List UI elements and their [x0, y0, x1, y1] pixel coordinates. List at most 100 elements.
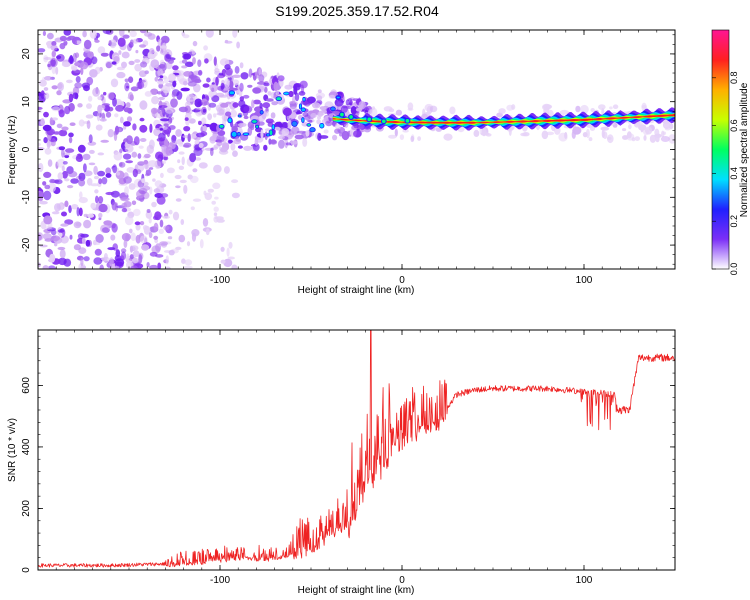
- y-tick-label: 400: [21, 438, 32, 455]
- spectrogram-noise-blob: [131, 151, 138, 158]
- spectrogram-noise-blob: [638, 124, 647, 131]
- spectrogram-noise-blob: [126, 253, 130, 260]
- spectrogram-noise-blob: [266, 98, 274, 102]
- spectrogram-hot-spot: [283, 91, 290, 96]
- spectrogram-noise-blob: [168, 249, 175, 256]
- spectrogram-noise-blob: [78, 119, 85, 127]
- spectrogram-noise-blob: [149, 139, 155, 150]
- spectrogram-noise-blob: [402, 129, 409, 133]
- spectrogram-noise-blob: [239, 82, 244, 92]
- spectrogram-noise-blob: [626, 131, 632, 139]
- spectrogram-noise-blob: [141, 178, 146, 184]
- spectrogram-noise-blob: [206, 77, 211, 83]
- spectrogram-noise-blob: [230, 143, 236, 151]
- spectrogram-noise-blob: [134, 221, 141, 226]
- spectrogram-noise-blob: [135, 49, 139, 54]
- spectrogram-hot-spot: [259, 110, 264, 115]
- spectrogram-noise-blob: [82, 153, 91, 161]
- spectrogram-noise-blob: [61, 61, 71, 68]
- spectrogram-noise-blob: [158, 228, 164, 234]
- spectrogram-noise-blob: [86, 120, 91, 130]
- spectrogram-noise-blob: [137, 153, 142, 159]
- spectrogram-noise-blob: [94, 248, 102, 256]
- spectrogram-noise-blob: [75, 154, 83, 162]
- spectrogram-noise-blob: [664, 126, 671, 131]
- spectrogram-noise-blob: [110, 234, 116, 241]
- spectrogram-noise-blob: [183, 142, 192, 148]
- spectrogram-noise-blob: [202, 108, 207, 113]
- spectrogram-noise-blob: [146, 262, 150, 268]
- spectrogram-noise-blob: [202, 218, 209, 227]
- spectrogram-noise-blob: [101, 177, 108, 185]
- spectrogram-noise-blob: [129, 94, 134, 101]
- spectrogram-noise-blob: [218, 94, 228, 98]
- spectrogram-noise-blob: [129, 228, 133, 234]
- spectrogram-noise-blob: [44, 184, 51, 190]
- spectrogram-noise-blob: [198, 162, 208, 169]
- spectrogram-noise-blob: [317, 89, 322, 94]
- spectrogram-noise-blob: [214, 68, 220, 72]
- spectrogram-noise-blob: [654, 128, 660, 137]
- spectrogram-noise-blob: [112, 97, 117, 107]
- spectrogram-noise-blob: [51, 117, 58, 121]
- spectrogram-noise-blob: [59, 249, 66, 259]
- spectrogram-noise-blob: [302, 112, 309, 118]
- spectrogram-noise-blob: [98, 217, 102, 221]
- colorbar-frame: [711, 29, 730, 270]
- spectrogram-noise-blob: [38, 196, 43, 202]
- spectrogram-noise-blob: [180, 219, 185, 225]
- spectrogram-noise-blob: [58, 257, 67, 266]
- spectrogram-noise-blob: [316, 95, 323, 101]
- spectrogram-noise-blob: [42, 30, 47, 36]
- y-tick-label: 20: [21, 48, 32, 60]
- spectrogram-noise-blob: [352, 98, 360, 102]
- spectrogram-noise-blob: [112, 164, 118, 174]
- spectrogram-noise-blob: [105, 173, 112, 178]
- spectrogram-noise-blob: [168, 209, 173, 215]
- spectrogram-noise-blob: [67, 35, 77, 41]
- spectrogram-noise-blob: [216, 218, 225, 223]
- spectrogram-noise-blob: [156, 138, 165, 142]
- spectrogram-noise-blob: [212, 182, 221, 190]
- spectrogram-noise-blob: [449, 106, 456, 115]
- snr-frame: [37, 329, 676, 571]
- spectrogram-noise-blob: [83, 213, 89, 218]
- spectrogram-noise-blob: [98, 212, 103, 218]
- spectrogram-noise-blob: [139, 235, 148, 244]
- spectrogram-noise-blob: [231, 192, 240, 199]
- spectrogram-noise-blob: [38, 48, 46, 53]
- spectrogram-noise-blob: [541, 130, 549, 140]
- spectrogram-noise-blob: [162, 160, 166, 164]
- spectrogram-noise-blob: [178, 140, 184, 147]
- spectrogram-noise-blob: [80, 257, 84, 267]
- spectrogram-noise-blob: [68, 56, 74, 65]
- spectrogram-noise-blob: [118, 50, 122, 55]
- spectrogram-noise-blob: [88, 134, 93, 144]
- spectrogram-noise-blob: [218, 108, 225, 115]
- spectrogram-noise-blob: [81, 237, 86, 245]
- spectrogram-noise-blob: [281, 122, 289, 129]
- spectrogram-noise-blob: [145, 210, 153, 219]
- spectrogram-noise-blob: [44, 226, 52, 230]
- spectrogram-noise-blob: [145, 173, 150, 177]
- spectrogram-noise-blob: [121, 51, 130, 59]
- spectrogram-noise-blob: [191, 229, 200, 237]
- spectrogram-noise-blob: [98, 196, 104, 204]
- spectrogram-noise-blob: [111, 61, 117, 65]
- x-tick-label: -100: [210, 575, 230, 586]
- spectrogram-noise-blob: [232, 150, 238, 157]
- spectrogram-noise-blob: [668, 134, 675, 144]
- spectrogram-noise-blob: [165, 108, 174, 114]
- spectrogram-noise-blob: [118, 161, 126, 168]
- spectrogram-noise-blob: [168, 125, 176, 130]
- spectrogram-noise-blob: [334, 128, 341, 134]
- spectrogram-noise-blob: [80, 67, 84, 76]
- spectrogram-noise-blob: [350, 106, 357, 115]
- spectrogram-noise-blob: [174, 174, 182, 180]
- spectrogram-noise-blob: [284, 84, 293, 90]
- spectrogram-x-axis: -100 0 100: [37, 30, 676, 286]
- spectrogram-noise-blob: [159, 219, 164, 228]
- spectrogram-noise-blob: [643, 135, 647, 141]
- spectrogram-hot-spot: [291, 120, 298, 127]
